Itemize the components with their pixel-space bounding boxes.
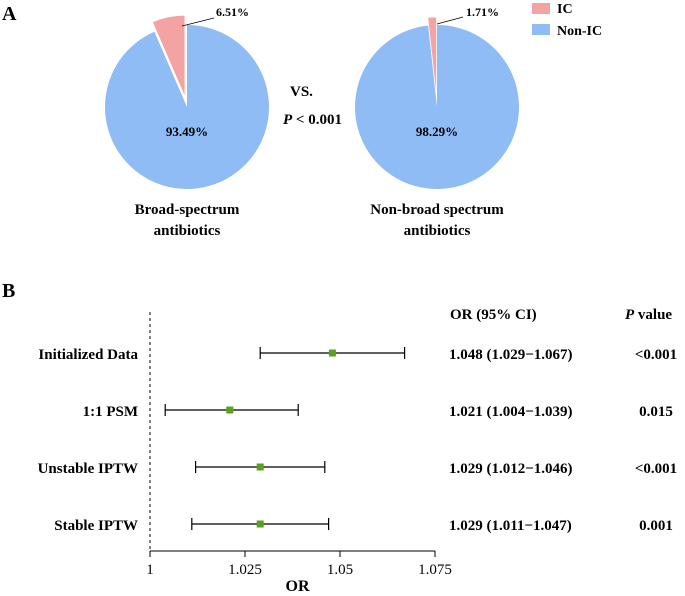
x-tick-label: 1 — [146, 562, 154, 578]
pie2-title-line1: Non-broad spectrum — [370, 202, 504, 218]
header-p-italic: P — [625, 307, 635, 323]
x-tick-label: 1.025 — [228, 562, 262, 578]
forest-plot: 1 1.025 1.05 1.075 OR Initialized Data 1.048 (… — [38, 312, 677, 595]
pie-non-broad-spectrum: 1.71% 98.29% — [354, 5, 519, 190]
header-p-value: P value — [625, 307, 672, 323]
row-label: 1:1 PSM — [83, 404, 138, 420]
p-rest: < 0.001 — [292, 112, 342, 128]
header-or-ci: OR (95% CI) — [450, 307, 537, 323]
pie2-title-line2: antibiotics — [404, 223, 471, 239]
p-value: <0.001 — [635, 347, 677, 363]
x-tick-label: 1.075 — [418, 562, 452, 578]
or-point — [328, 349, 336, 357]
row-label: Initialized Data — [38, 347, 138, 363]
or-ci-value: 1.029 (1.011−1.047) — [449, 518, 572, 534]
row-label: Unstable IPTW — [38, 461, 138, 477]
pie1-title-line1: Broad-spectrum — [135, 202, 240, 218]
or-ci-value: 1.048 (1.029−1.067) — [449, 347, 573, 363]
pie1-title-line2: antibiotics — [154, 223, 221, 239]
panel-a-letter: A — [2, 3, 17, 25]
pie-label-ic: 1.71% — [466, 5, 499, 19]
or-ci-value: 1.029 (1.012−1.046) — [449, 461, 573, 477]
legend-label-non-ic: Non-IC — [557, 24, 602, 39]
pie-broad-spectrum: 6.51% 93.49% — [104, 5, 269, 189]
row-label: Stable IPTW — [54, 518, 138, 534]
legend-label-ic: IC — [557, 2, 573, 17]
pie-leader-line — [181, 17, 215, 27]
legend: IC Non-IC — [532, 2, 602, 39]
p-value: 0.015 — [639, 404, 673, 420]
pie-label-non-ic: 93.49% — [166, 124, 208, 139]
or-ci-value: 1.021 (1.004−1.039) — [449, 404, 573, 420]
pie-slice-ic — [151, 14, 186, 98]
or-point — [256, 520, 264, 528]
header-p-rest: value — [634, 307, 672, 323]
panel-b-letter: B — [2, 280, 15, 302]
p-value-text: P < 0.001 — [283, 112, 342, 128]
or-point — [226, 406, 234, 414]
legend-swatch-non-ic — [532, 24, 550, 35]
or-point — [256, 463, 264, 471]
legend-swatch-ic — [532, 3, 550, 14]
x-axis-label: OR — [286, 578, 310, 595]
pie-leader-line — [436, 16, 464, 25]
p-value: <0.001 — [635, 461, 677, 477]
p-value: 0.001 — [639, 518, 673, 534]
pie-slice-non-ic — [104, 25, 269, 189]
p-italic: P — [283, 112, 293, 128]
pie-slice-ic — [427, 16, 437, 100]
x-tick-label: 1.05 — [327, 562, 353, 578]
pie-label-ic: 6.51% — [216, 5, 249, 19]
vs-text: VS. — [290, 84, 313, 100]
pie-slice-non-ic — [354, 25, 519, 190]
pie-label-non-ic: 98.29% — [416, 124, 458, 139]
